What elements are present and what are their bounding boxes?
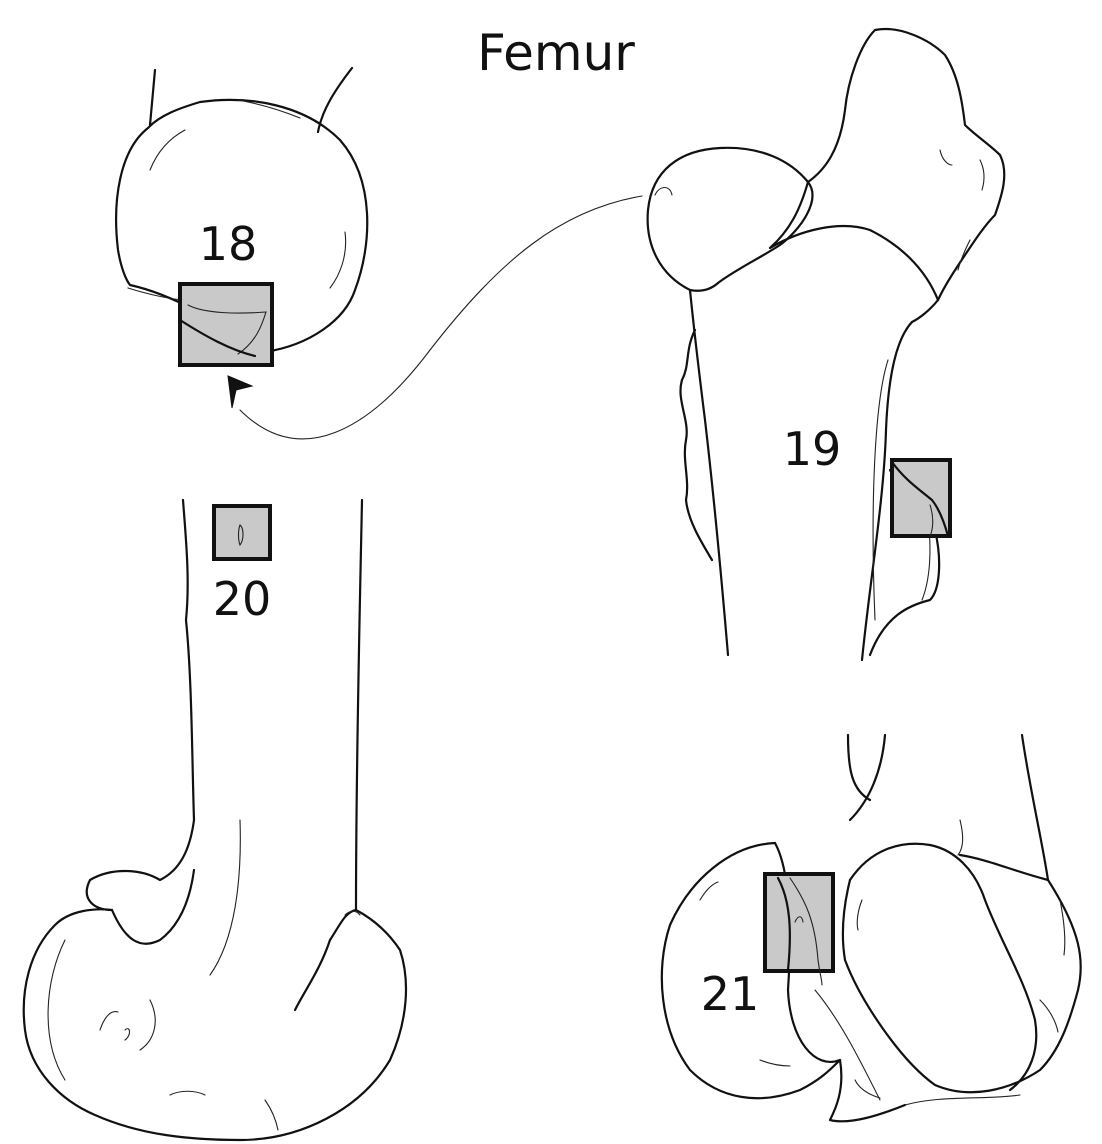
site-18-surface-line bbox=[187, 304, 267, 355]
site-20-label: 20 bbox=[213, 572, 272, 626]
site-20-mark bbox=[237, 524, 244, 547]
site-21-surface-line bbox=[789, 877, 823, 986]
site-18-contour bbox=[178, 318, 257, 358]
site-18-label: 18 bbox=[199, 217, 258, 271]
site-21-box bbox=[763, 872, 835, 973]
site-21-mark bbox=[794, 916, 804, 923]
site-18-box bbox=[178, 282, 274, 367]
site-20-box bbox=[212, 504, 272, 561]
connector-arrowhead bbox=[227, 375, 254, 409]
femoral-condyles-view bbox=[660, 733, 1082, 1123]
site-21-contour bbox=[776, 876, 791, 972]
distal-femur-view bbox=[22, 498, 408, 1142]
connector-curve bbox=[239, 195, 643, 440]
site-21-label: 21 bbox=[701, 967, 760, 1021]
site-19-surface-line bbox=[929, 504, 934, 537]
site-19-contour bbox=[890, 460, 950, 538]
proximal-femur-view bbox=[646, 27, 1006, 662]
site-19-label: 19 bbox=[783, 422, 842, 476]
diagram-title: Femur bbox=[477, 24, 635, 82]
